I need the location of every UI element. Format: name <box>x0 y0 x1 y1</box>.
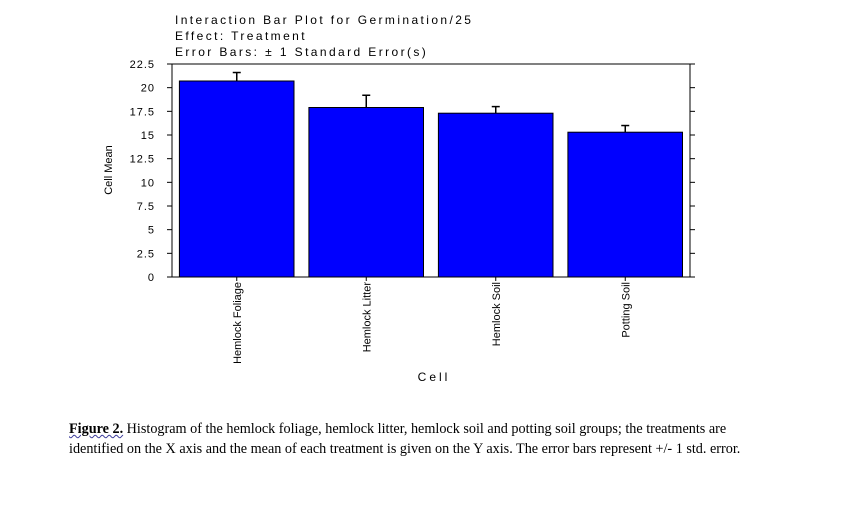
y-axis-label: Cell Mean <box>103 145 115 195</box>
x-tick-label: Hemlock Litter <box>361 282 373 353</box>
caption-lead: Figure 2. <box>69 421 124 437</box>
bar <box>178 80 295 278</box>
y-ticks-layer: 0 2.5 5 7.5 10 12.5 15 17.5 20 22.5 <box>130 59 695 284</box>
y-tick-label: 22.5 <box>130 59 155 71</box>
caption-text: Histogram of the hemlock foliage, hemloc… <box>69 421 741 457</box>
bar-chart: 0 2.5 5 7.5 10 12.5 15 17.5 20 22.5 Hemlock Folia… <box>103 59 695 384</box>
y-tick-label: 0 <box>148 272 155 284</box>
bar <box>567 131 684 278</box>
y-tick-label: 15 <box>141 130 155 142</box>
y-tick-label: 5 <box>148 225 155 237</box>
y-tick-label: 12.5 <box>130 154 155 166</box>
x-tick-label: Hemlock Foliage <box>232 282 244 364</box>
axes-layer <box>171 63 691 278</box>
y-tick-label: 20 <box>141 83 155 95</box>
chart-title-line-3: Error Bars: ± 1 Standard Error(s) <box>175 45 429 59</box>
x-axis-label: Cell <box>418 370 451 384</box>
plot-frame <box>171 63 691 278</box>
y-tick-label: 7.5 <box>137 201 155 213</box>
y-tick-label: 17.5 <box>130 106 155 118</box>
chart-title-line-1: Interaction Bar Plot for Germination/25 <box>175 13 474 27</box>
figure-caption: Figure 2. Histogram of the hemlock folia… <box>69 420 759 459</box>
bar <box>437 112 554 278</box>
x-tick-label: Hemlock Soil <box>491 282 503 346</box>
y-tick-label: 10 <box>141 177 155 189</box>
bars-layer <box>178 80 684 278</box>
x-tick-label: Potting Soil <box>620 282 632 338</box>
bar <box>308 107 424 278</box>
x-tick-labels-layer: Hemlock Foliage Hemlock Litter Hemlock Soi… <box>232 282 633 364</box>
chart-container: Interaction Bar Plot for Germination/25 … <box>103 13 695 384</box>
y-tick-label: 2.5 <box>137 248 155 260</box>
chart-title-line-2: Effect: Treatment <box>175 29 307 43</box>
error-bars-layer <box>232 71 630 281</box>
